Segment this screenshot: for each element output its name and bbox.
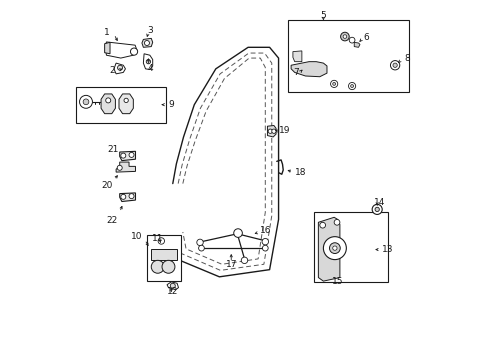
Circle shape	[332, 82, 335, 85]
Bar	[314, 212, 387, 282]
Text: 5: 5	[320, 10, 325, 19]
Circle shape	[348, 82, 355, 90]
Circle shape	[117, 165, 122, 170]
Circle shape	[196, 239, 203, 246]
Text: 6: 6	[363, 33, 368, 42]
Polygon shape	[105, 42, 137, 58]
Circle shape	[329, 243, 340, 253]
Text: 9: 9	[168, 100, 174, 109]
Circle shape	[332, 246, 336, 250]
Text: 4: 4	[147, 64, 153, 73]
Circle shape	[130, 48, 137, 55]
Circle shape	[319, 222, 325, 228]
Text: 2: 2	[109, 66, 114, 75]
Polygon shape	[150, 249, 177, 260]
Circle shape	[323, 237, 346, 260]
Polygon shape	[116, 162, 135, 172]
Text: 1: 1	[103, 28, 109, 37]
Circle shape	[348, 37, 354, 43]
Polygon shape	[353, 42, 359, 47]
Circle shape	[271, 129, 276, 134]
Text: 19: 19	[278, 126, 290, 135]
Circle shape	[350, 85, 353, 87]
Circle shape	[151, 260, 164, 273]
Circle shape	[121, 153, 125, 158]
Circle shape	[129, 194, 134, 199]
Circle shape	[144, 41, 149, 45]
Text: 16: 16	[259, 226, 270, 235]
Text: 11: 11	[152, 234, 163, 243]
Circle shape	[343, 35, 346, 39]
Circle shape	[392, 63, 396, 67]
Polygon shape	[101, 94, 115, 114]
Text: 14: 14	[374, 198, 385, 207]
Circle shape	[162, 260, 175, 273]
Polygon shape	[120, 151, 135, 161]
Polygon shape	[143, 54, 152, 69]
Polygon shape	[142, 39, 152, 47]
Text: 15: 15	[331, 276, 343, 285]
Circle shape	[146, 59, 150, 64]
Text: 7: 7	[293, 68, 298, 77]
Circle shape	[80, 95, 92, 108]
Bar	[287, 21, 408, 92]
Circle shape	[374, 207, 379, 212]
Circle shape	[170, 283, 175, 288]
Circle shape	[371, 204, 382, 215]
Circle shape	[117, 65, 122, 70]
Polygon shape	[318, 217, 339, 281]
Polygon shape	[114, 63, 125, 74]
Text: 18: 18	[294, 168, 305, 177]
Polygon shape	[167, 282, 178, 290]
Bar	[147, 234, 181, 281]
Text: 21: 21	[107, 145, 118, 154]
Bar	[76, 87, 165, 123]
Text: 20: 20	[102, 181, 113, 190]
Polygon shape	[119, 94, 133, 114]
Circle shape	[262, 245, 267, 251]
Polygon shape	[267, 126, 276, 137]
Text: 22: 22	[106, 216, 117, 225]
Circle shape	[389, 60, 399, 70]
Circle shape	[124, 98, 128, 103]
Circle shape	[340, 32, 348, 41]
Polygon shape	[292, 51, 301, 62]
Text: 17: 17	[225, 260, 237, 269]
Text: 13: 13	[382, 245, 393, 254]
Circle shape	[121, 194, 125, 199]
Circle shape	[198, 245, 204, 251]
Circle shape	[330, 80, 337, 87]
Circle shape	[262, 238, 268, 245]
Circle shape	[241, 257, 247, 264]
Circle shape	[129, 152, 134, 157]
Text: 3: 3	[147, 26, 153, 35]
Circle shape	[105, 98, 110, 103]
Circle shape	[333, 220, 339, 225]
Text: 12: 12	[167, 287, 179, 296]
Polygon shape	[104, 42, 110, 54]
Circle shape	[158, 238, 164, 244]
Circle shape	[83, 99, 89, 105]
Circle shape	[233, 229, 242, 237]
Text: 8: 8	[403, 54, 409, 63]
Polygon shape	[120, 193, 135, 202]
Circle shape	[267, 129, 272, 134]
Text: 10: 10	[131, 232, 142, 241]
Polygon shape	[290, 62, 326, 77]
